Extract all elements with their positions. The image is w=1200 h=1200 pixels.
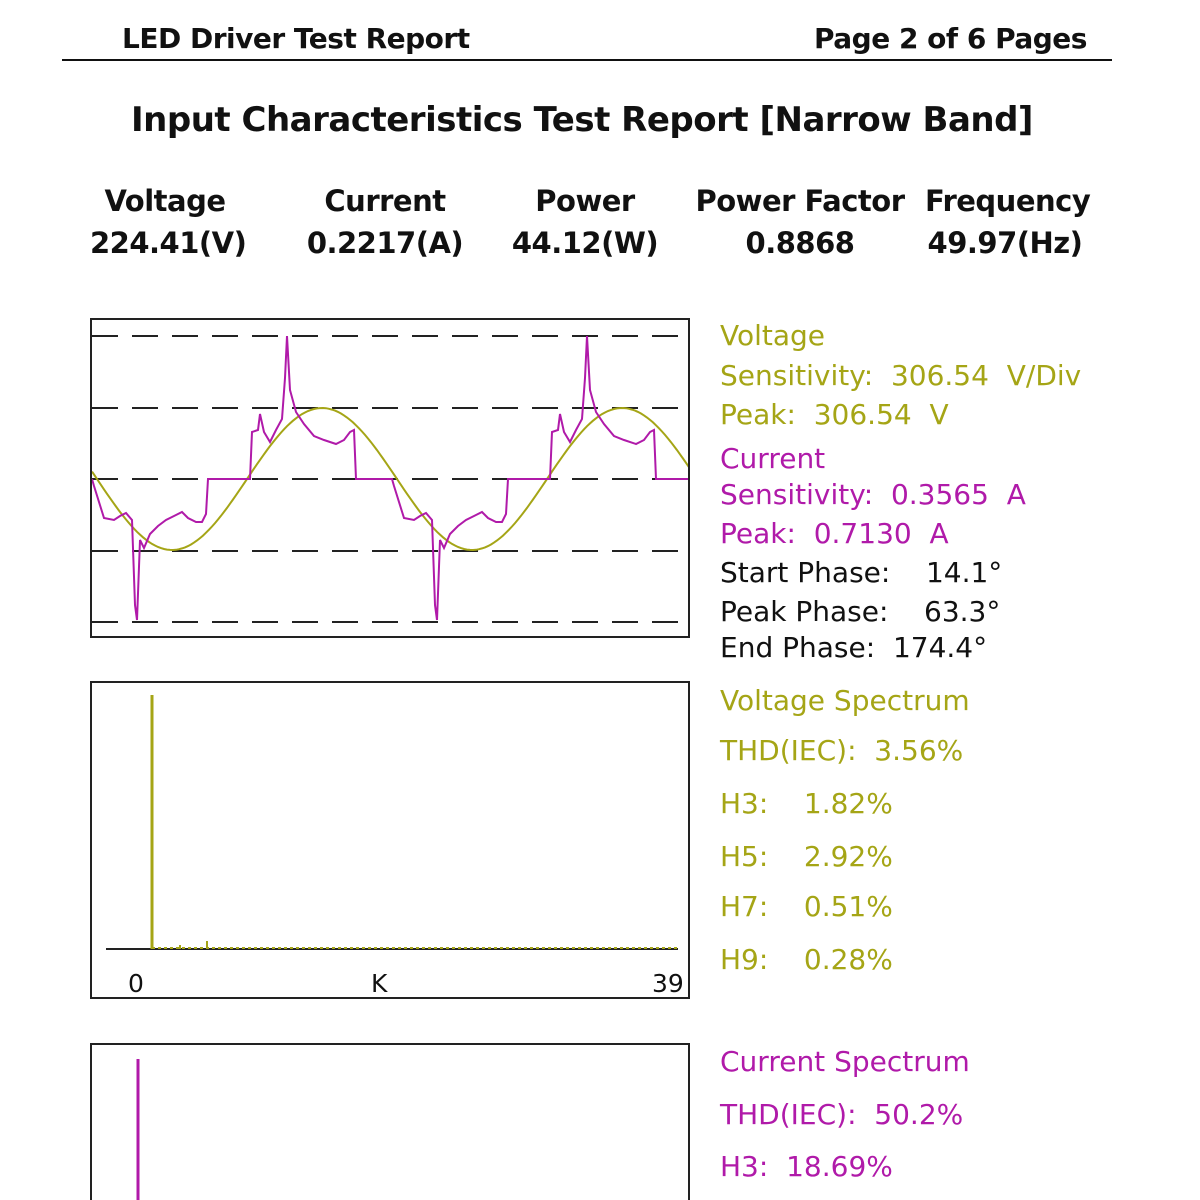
- measurement-label: Frequency: [925, 184, 1091, 218]
- waveform-plot: [90, 318, 690, 638]
- current-heading: Current: [720, 442, 826, 475]
- measurement-label: Power: [535, 184, 635, 218]
- axis-label: K: [371, 969, 388, 998]
- measurement-value: 0.8868: [745, 226, 855, 260]
- voltage-h9: H9: 0.28%: [720, 943, 893, 976]
- voltage-heading: Voltage: [720, 319, 826, 352]
- voltage-spectrum-heading: Voltage Spectrum: [720, 684, 970, 717]
- current-peak: Peak: 0.7130 A: [720, 517, 949, 550]
- current-sensitivity: Sensitivity: 0.3565 A: [720, 478, 1026, 511]
- waveform-svg: [92, 335, 688, 623]
- voltage-waveform: [92, 406, 688, 552]
- measurement-value: 224.41(V): [90, 226, 247, 260]
- current-spectrum-heading: Current Spectrum: [720, 1045, 970, 1078]
- current-waveform: [92, 335, 688, 621]
- voltage-peak: Peak: 306.54 V: [720, 398, 949, 431]
- peak-phase: Peak Phase: 63.3°: [720, 595, 1001, 628]
- measurement-label: Voltage: [104, 184, 226, 218]
- measurement-label: Power Factor: [695, 184, 906, 218]
- measurement-voltage: Voltage 224.41(V): [90, 180, 247, 264]
- measurement-label: Current: [324, 184, 446, 218]
- voltage-thd: THD(IEC): 3.56%: [720, 734, 964, 767]
- voltage-spectrum-svg: [106, 695, 678, 950]
- voltage-h5: H5: 2.92%: [720, 840, 893, 873]
- current-spectrum-svg: [136, 1059, 140, 1200]
- start-phase: Start Phase: 14.1°: [720, 556, 1003, 589]
- header-rule: [62, 59, 1112, 61]
- current-thd: THD(IEC): 50.2%: [720, 1098, 964, 1131]
- voltage-h3: H3: 1.82%: [720, 787, 893, 820]
- current-h3: H3: 18.69%: [720, 1150, 893, 1183]
- report-header-title: LED Driver Test Report: [122, 22, 470, 55]
- measurement-value: 44.12(W): [511, 226, 659, 260]
- axis-end-label: 39: [652, 969, 684, 998]
- measurement-value: 49.97(Hz): [927, 226, 1083, 260]
- report-title: Input Characteristics Test Report [Narro…: [131, 100, 1033, 140]
- voltage-h7: H7: 0.51%: [720, 890, 893, 923]
- measurement-frequency: Frequency 49.97(Hz): [925, 180, 1091, 264]
- voltage-spectrum-plot: 0 K 39: [90, 681, 690, 999]
- voltage-sensitivity: Sensitivity: 306.54 V/Div: [720, 359, 1082, 392]
- end-phase: End Phase: 174.4°: [720, 631, 988, 664]
- measurement-power-factor: Power Factor 0.8868: [695, 180, 906, 264]
- measurement-power: Power 44.12(W): [505, 180, 665, 264]
- current-spectrum-plot: [90, 1043, 690, 1200]
- axis-start-label: 0: [128, 969, 144, 998]
- page-number: Page 2 of 6 Pages: [814, 22, 1087, 55]
- measurement-value: 0.2217(A): [306, 226, 464, 260]
- measurement-current: Current 0.2217(A): [300, 180, 470, 264]
